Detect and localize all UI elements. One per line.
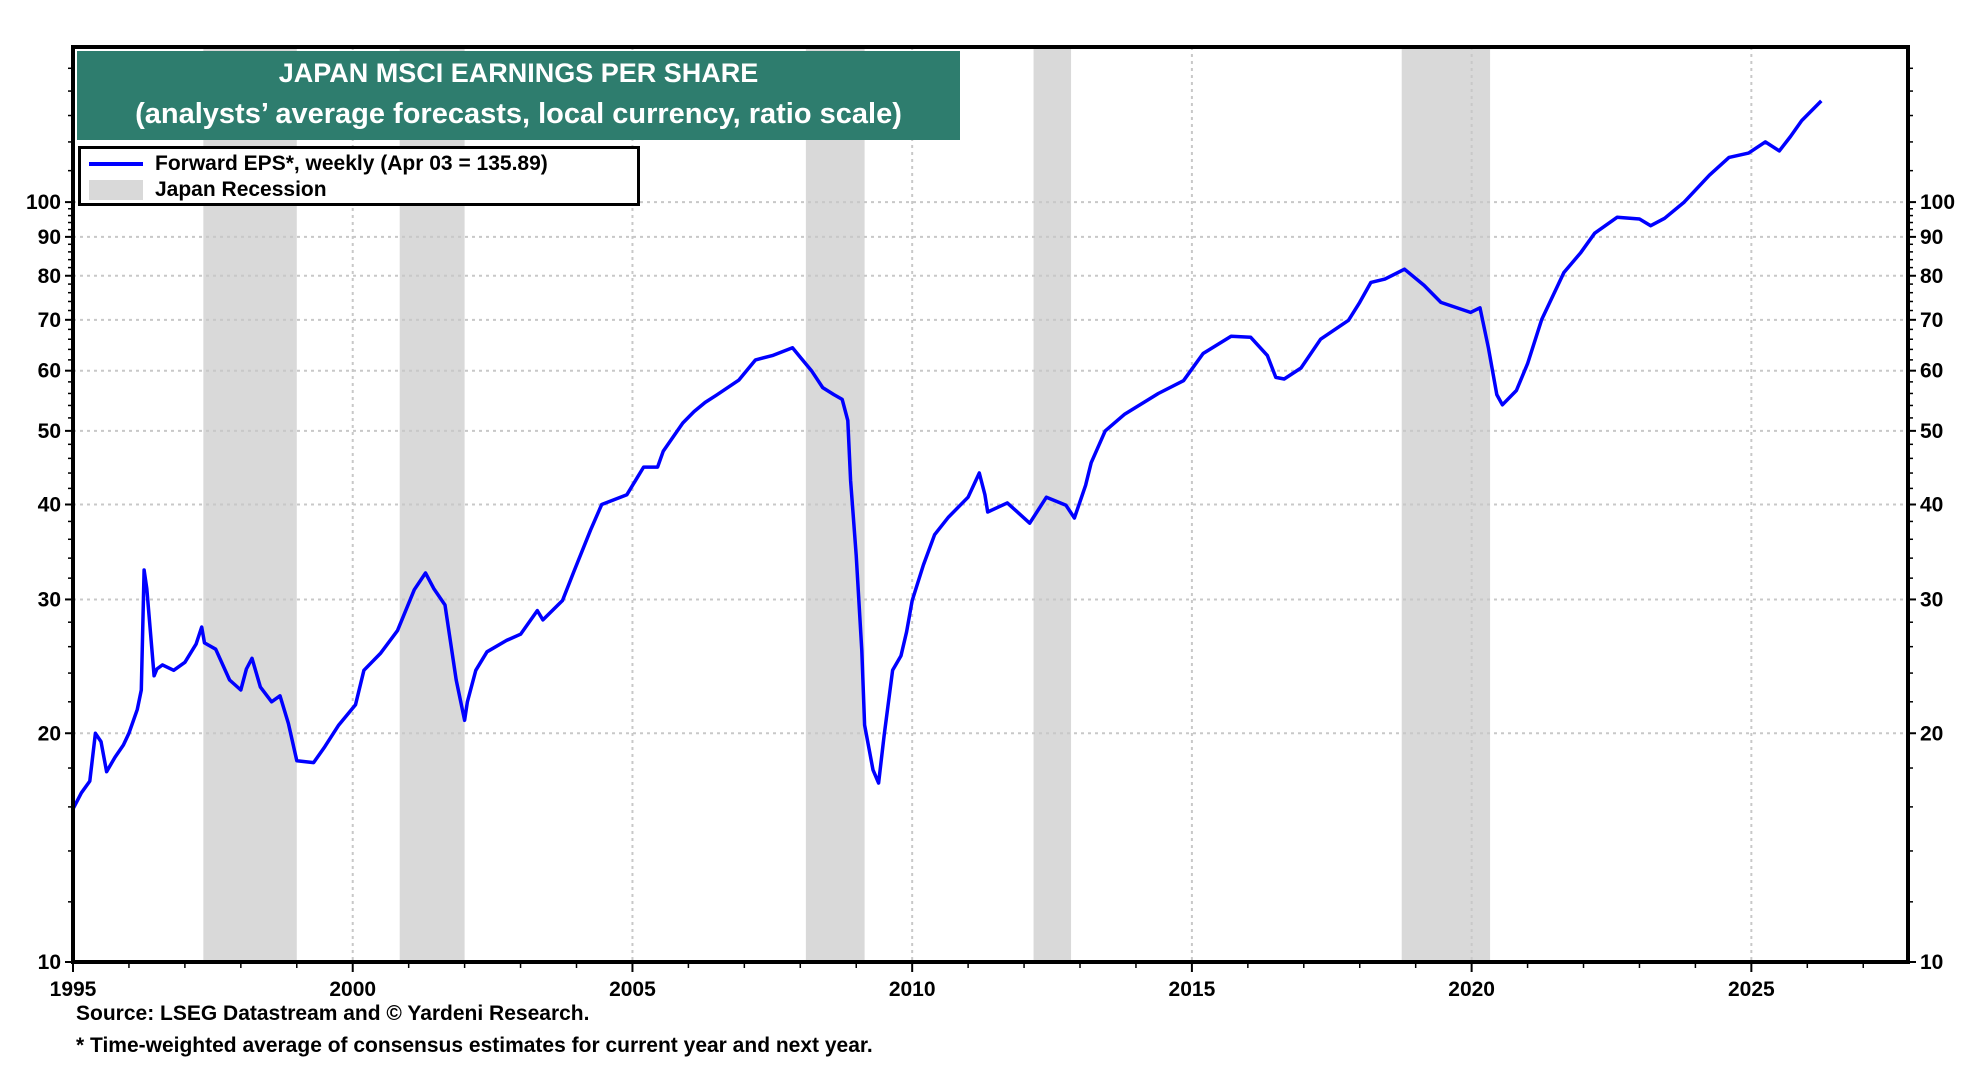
x-tick-label: 1995 bbox=[50, 978, 97, 1001]
y-tick-label-right: 60 bbox=[1920, 360, 1943, 383]
legend-label: Forward EPS*, weekly (Apr 03 = 135.89) bbox=[155, 152, 548, 175]
chart-title: JAPAN MSCI EARNINGS PER SHARE bbox=[278, 58, 759, 88]
series-line bbox=[71, 99, 1823, 810]
y-tick-label-right: 90 bbox=[1920, 226, 1943, 249]
y-tick-label-left: 60 bbox=[38, 360, 61, 383]
y-tick-label-right: 10 bbox=[1920, 951, 1943, 974]
y-tick-label-left: 50 bbox=[38, 420, 61, 443]
x-tick-label: 2010 bbox=[889, 978, 936, 1001]
y-tick-label-right: 30 bbox=[1920, 588, 1943, 611]
y-tick-label-right: 40 bbox=[1920, 494, 1943, 517]
x-tick-label: 2000 bbox=[329, 978, 376, 1001]
x-tick-label: 2015 bbox=[1169, 978, 1216, 1001]
y-tick-label-left: 100 bbox=[26, 191, 61, 214]
y-tick-label-left: 30 bbox=[38, 588, 61, 611]
y-tick-label-left: 70 bbox=[38, 309, 61, 332]
x-tick-label: 2025 bbox=[1728, 978, 1775, 1001]
footnote: * Time-weighted average of consensus est… bbox=[76, 1034, 873, 1057]
band-swatch-icon bbox=[89, 180, 143, 200]
source-note: Source: LSEG Datastream and © Yardeni Re… bbox=[76, 1002, 590, 1025]
legend-item-recession: Japan Recession bbox=[89, 177, 327, 203]
line-swatch-icon bbox=[89, 162, 143, 166]
gridlines bbox=[73, 47, 1908, 962]
chart-title-box: JAPAN MSCI EARNINGS PER SHARE (analysts’… bbox=[77, 51, 960, 140]
y-tick-label-left: 20 bbox=[38, 722, 61, 745]
eps-line bbox=[71, 99, 1823, 810]
y-tick-label-left: 80 bbox=[38, 265, 61, 288]
y-tick-label-right: 80 bbox=[1920, 265, 1943, 288]
y-tick-label-right: 100 bbox=[1920, 191, 1955, 214]
recession-band bbox=[805, 47, 865, 962]
y-tick-label-right: 20 bbox=[1920, 722, 1943, 745]
y-tick-label-right: 50 bbox=[1920, 420, 1943, 443]
x-tick-label: 2020 bbox=[1448, 978, 1495, 1001]
y-tick-label-left: 10 bbox=[38, 951, 61, 974]
legend: Forward EPS*, weekly (Apr 03 = 135.89) J… bbox=[78, 146, 640, 206]
legend-item-forward-eps: Forward EPS*, weekly (Apr 03 = 135.89) bbox=[89, 151, 548, 177]
y-tick-label-left: 40 bbox=[38, 494, 61, 517]
y-tick-label-right: 70 bbox=[1920, 309, 1943, 332]
y-tick-label-left: 90 bbox=[38, 226, 61, 249]
chart-subtitle: (analysts’ average forecasts, local curr… bbox=[135, 98, 902, 130]
legend-label: Japan Recession bbox=[155, 178, 327, 201]
x-tick-label: 2005 bbox=[609, 978, 656, 1001]
